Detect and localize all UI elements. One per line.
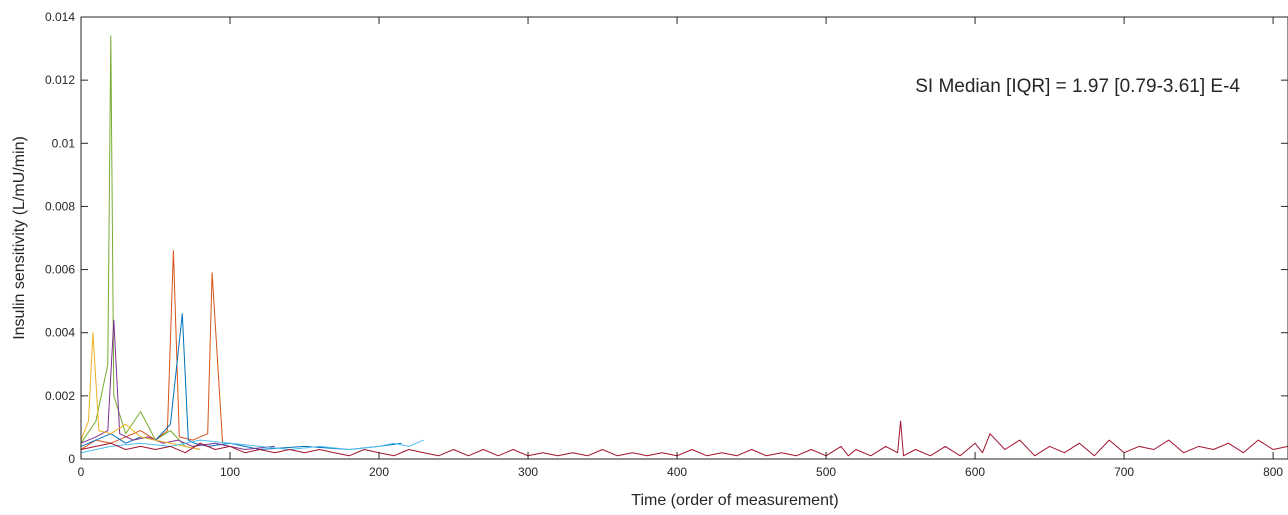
x-tick-label: 200 xyxy=(369,465,389,479)
series-line-7 xyxy=(80,420,1288,457)
y-tick-label: 0.008 xyxy=(45,199,75,213)
y-tick-label: 0.006 xyxy=(45,263,75,277)
x-tick-label: 800 xyxy=(1263,465,1283,479)
plot-box xyxy=(80,16,1288,460)
series-layer xyxy=(80,35,1288,457)
y-tick-label: 0 xyxy=(68,452,75,466)
x-tick-label: 0 xyxy=(78,465,85,479)
y-axis-label: Insulin sensitivity (L/mU/min) xyxy=(11,136,28,340)
x-tick-label: 400 xyxy=(667,465,687,479)
x-tick-label: 500 xyxy=(816,465,836,479)
x-tick-label: 600 xyxy=(965,465,985,479)
x-tick-label: 100 xyxy=(220,465,240,479)
series-line-4 xyxy=(80,319,275,450)
y-tick-label: 0.014 xyxy=(45,10,75,24)
series-line-3 xyxy=(80,313,402,450)
series-line-1 xyxy=(80,35,201,450)
series-line-6 xyxy=(80,439,424,454)
axes-layer: 0 100 200 300 400 500 600 700 800 0 0.002 0.004 0.00… xyxy=(45,10,1288,479)
x-tick-label: 300 xyxy=(518,465,538,479)
y-tick-label: 0.002 xyxy=(45,389,75,403)
y-tick-label: 0.012 xyxy=(45,73,75,87)
series-line-2 xyxy=(80,250,224,450)
x-tick-label: 700 xyxy=(1114,465,1134,479)
y-tick-label: 0.01 xyxy=(52,136,76,150)
series-line-5 xyxy=(80,332,201,450)
y-tick-label: 0.004 xyxy=(45,326,75,340)
si-median-annotation: SI Median [IQR] = 1.97 [0.79-3.61] E-4 xyxy=(915,76,1240,97)
x-axis-label: Time (order of measurement) xyxy=(631,492,838,509)
